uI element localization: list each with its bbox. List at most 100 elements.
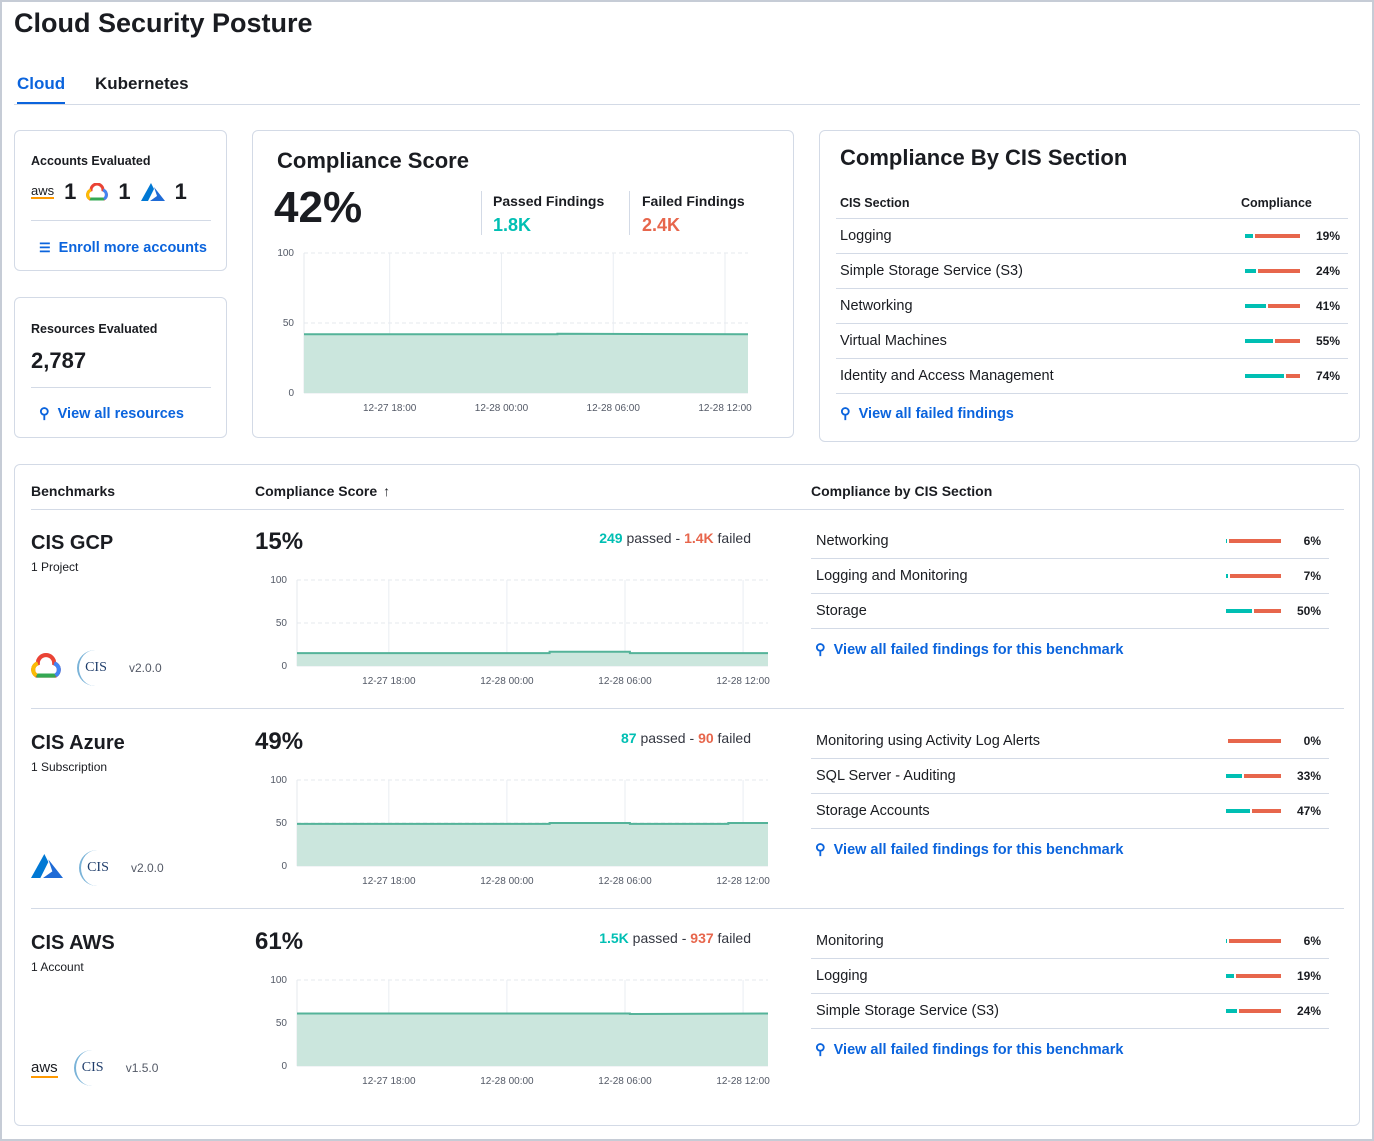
enroll-more-accounts-link[interactable]: ☰ Enroll more accounts bbox=[39, 240, 207, 256]
benchmark-trend-chart: 0 50 100 12-27 18:00 12-28 00:00 12-28 06:00 1… bbox=[270, 975, 770, 1087]
azure-count: 1 bbox=[174, 179, 187, 204]
benchmark-row: CIS AWS 1 Account aws CIS v1.5.0 61% 1.5… bbox=[15, 910, 1361, 1110]
cis-section-title: Compliance By CIS Section bbox=[840, 145, 1128, 170]
y-tick-label: 50 bbox=[276, 818, 288, 829]
cis-col-compliance: Compliance bbox=[1241, 196, 1312, 210]
compliance-bar bbox=[1245, 374, 1300, 378]
benchmark-name[interactable]: CIS GCP bbox=[31, 532, 114, 554]
y-tick-label: 50 bbox=[276, 618, 288, 629]
page-title: Cloud Security Posture bbox=[14, 8, 313, 38]
benchmark-section-row: Monitoring using Activity Log Alerts 0% bbox=[811, 724, 1329, 759]
compliance-bar bbox=[1245, 304, 1300, 308]
view-all-failed-findings-link[interactable]: ⚲ View all failed findings bbox=[840, 406, 1014, 422]
compliance-bar bbox=[1226, 539, 1281, 543]
x-tick-label: 12-28 06:00 bbox=[598, 876, 652, 887]
accounts-evaluated-card: Accounts Evaluated aws 1 1 1 ☰ Enroll mor… bbox=[14, 130, 227, 271]
view-all-resources-link[interactable]: ⚲ View all resources bbox=[39, 406, 184, 422]
benchmark-sub: 1 Project bbox=[31, 560, 79, 574]
search-icon: ⚲ bbox=[840, 406, 851, 422]
y-tick-label: 50 bbox=[276, 1018, 288, 1029]
cis-logo-icon: CIS bbox=[73, 1050, 110, 1086]
view-benchmark-failed-findings-link[interactable]: ⚲ View all failed findings for this bench… bbox=[815, 842, 1124, 858]
failed-findings-label: Failed Findings bbox=[642, 193, 745, 209]
y-tick-label: 100 bbox=[270, 775, 287, 786]
y-tick-label: 0 bbox=[281, 1061, 287, 1072]
aws-count: 1 bbox=[64, 179, 77, 204]
area-fill bbox=[304, 333, 748, 393]
view-benchmark-failed-findings-link[interactable]: ⚲ View all failed findings for this bench… bbox=[815, 1042, 1124, 1058]
benchmark-findings: 87 passed - 90 failed bbox=[620, 730, 751, 746]
y-tick-label: 0 bbox=[288, 388, 294, 399]
x-tick-label: 12-27 18:00 bbox=[362, 876, 416, 887]
benchmark-row: CIS Azure 1 Subscription CIS v2.0.0 49% … bbox=[15, 710, 1361, 910]
benchmark-section-row: Storage Accounts 47% bbox=[811, 794, 1329, 829]
view-benchmark-failed-findings-link[interactable]: ⚲ View all failed findings for this bench… bbox=[815, 642, 1124, 658]
benchmark-findings: 249 passed - 1.4K failed bbox=[599, 530, 751, 546]
benchmark-version: v1.5.0 bbox=[125, 1061, 159, 1075]
x-tick-label: 12-28 00:00 bbox=[480, 876, 534, 887]
benchmark-section-row: SQL Server - Auditing 33% bbox=[811, 759, 1329, 794]
cis-section-card: Compliance By CIS Section CIS Section Co… bbox=[819, 130, 1360, 442]
compliance-bar bbox=[1226, 609, 1281, 613]
passed-findings-value: 1.8K bbox=[493, 215, 532, 235]
x-tick-label: 12-28 06:00 bbox=[587, 403, 641, 414]
benchmarks-col-header: Benchmarks bbox=[31, 483, 116, 499]
tab-divider bbox=[14, 104, 1360, 105]
compliance-trend-chart: 0 50 100 12-27 18:00 12-28 00:00 12-28 06:00 1… bbox=[277, 248, 752, 414]
benchmark-trend-chart: 0 50 100 12-27 18:00 12-28 00:00 12-28 06:00 1… bbox=[270, 575, 770, 687]
x-tick-label: 12-27 18:00 bbox=[363, 403, 417, 414]
gcp-count: 1 bbox=[118, 179, 131, 204]
compliance-bar bbox=[1226, 574, 1281, 578]
tab-cloud[interactable]: Cloud bbox=[17, 74, 66, 105]
cis-section-row: Networking 41% bbox=[836, 289, 1348, 324]
benchmark-trend-chart: 0 50 100 12-27 18:00 12-28 00:00 12-28 06:00 1… bbox=[270, 775, 770, 887]
compliance-bar bbox=[1245, 339, 1300, 343]
benchmark-section-row: Monitoring 6% bbox=[811, 924, 1329, 959]
accounts-label: Accounts Evaluated bbox=[31, 154, 151, 168]
x-tick-label: 12-28 00:00 bbox=[480, 1076, 534, 1087]
y-tick-label: 100 bbox=[270, 975, 287, 986]
benchmark-section-row: Storage 50% bbox=[811, 594, 1329, 629]
x-tick-label: 12-28 12:00 bbox=[716, 876, 770, 887]
y-tick-label: 50 bbox=[283, 318, 295, 329]
x-tick-label: 12-28 00:00 bbox=[475, 403, 529, 414]
cis-col-section: CIS Section bbox=[840, 196, 910, 210]
benchmark-name[interactable]: CIS Azure bbox=[31, 732, 125, 754]
series-line bbox=[297, 822, 768, 825]
compliance-bar bbox=[1226, 774, 1281, 778]
search-icon: ⚲ bbox=[39, 406, 50, 422]
compliance-score-value: 42% bbox=[274, 183, 363, 232]
x-tick-label: 12-27 18:00 bbox=[362, 1076, 416, 1087]
y-tick-label: 100 bbox=[277, 248, 294, 259]
compliance-bar bbox=[1226, 1009, 1281, 1013]
compliance-bar bbox=[1226, 739, 1281, 743]
compliance-score-sort-header[interactable]: Compliance Score ↑ bbox=[255, 483, 391, 499]
search-icon: ⚲ bbox=[815, 642, 826, 658]
series-line bbox=[297, 1012, 769, 1016]
x-tick-label: 12-28 00:00 bbox=[480, 676, 534, 687]
y-tick-label: 0 bbox=[281, 661, 287, 672]
x-tick-label: 12-28 06:00 bbox=[598, 1076, 652, 1087]
cis-logo-icon: CIS bbox=[77, 650, 113, 686]
cis-by-section-col-header: Compliance by CIS Section bbox=[811, 483, 993, 499]
compliance-score-title: Compliance Score bbox=[277, 148, 469, 173]
benchmark-sub: 1 Subscription bbox=[31, 760, 108, 774]
google-cloud-icon bbox=[86, 183, 109, 201]
resources-value: 2,787 bbox=[31, 348, 87, 373]
resources-label: Resources Evaluated bbox=[31, 322, 158, 336]
cis-section-row: Virtual Machines 55% bbox=[836, 324, 1348, 359]
benchmark-score: 61% bbox=[255, 928, 304, 955]
x-tick-label: 12-28 12:00 bbox=[716, 1076, 770, 1087]
list-add-icon: ☰ bbox=[39, 240, 51, 255]
benchmark-section-row: Simple Storage Service (S3) 24% bbox=[811, 994, 1329, 1029]
google-cloud-icon bbox=[31, 652, 61, 684]
compliance-bar bbox=[1245, 269, 1300, 273]
cis-section-row: Logging 19% bbox=[836, 219, 1348, 254]
cis-logo-icon: CIS bbox=[79, 850, 115, 886]
tab-kubernetes[interactable]: Kubernetes bbox=[95, 74, 189, 93]
benchmark-name[interactable]: CIS AWS bbox=[31, 932, 115, 954]
azure-icon bbox=[140, 183, 165, 201]
benchmark-findings: 1.5K passed - 937 failed bbox=[599, 930, 751, 946]
x-tick-label: 12-28 12:00 bbox=[698, 403, 752, 414]
